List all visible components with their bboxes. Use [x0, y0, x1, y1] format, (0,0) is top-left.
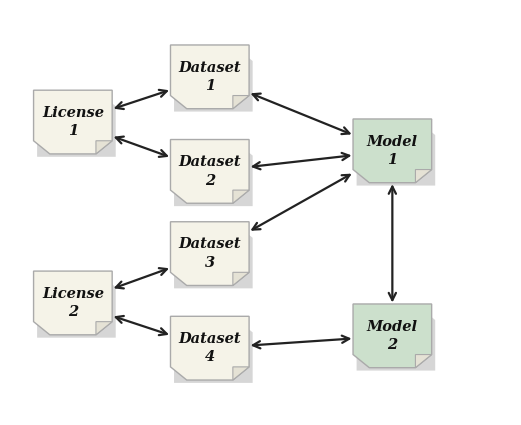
Polygon shape [233, 96, 249, 109]
Polygon shape [170, 45, 249, 109]
Polygon shape [170, 139, 249, 203]
Text: Model
1: Model 1 [367, 135, 418, 167]
Text: Dataset
4: Dataset 4 [179, 332, 241, 364]
Polygon shape [37, 93, 116, 157]
Polygon shape [33, 90, 112, 154]
Text: License
1: License 1 [42, 106, 104, 138]
Polygon shape [353, 119, 432, 183]
Polygon shape [233, 190, 249, 203]
Polygon shape [96, 141, 112, 154]
Polygon shape [233, 367, 249, 380]
Polygon shape [96, 322, 112, 335]
Polygon shape [170, 222, 249, 286]
Polygon shape [233, 272, 249, 286]
Text: Dataset
2: Dataset 2 [179, 155, 241, 187]
Polygon shape [174, 48, 253, 112]
Polygon shape [356, 307, 435, 371]
Polygon shape [174, 319, 253, 383]
Polygon shape [170, 316, 249, 380]
Polygon shape [33, 271, 112, 335]
Polygon shape [37, 274, 116, 338]
Polygon shape [353, 304, 432, 368]
Polygon shape [174, 225, 253, 288]
Polygon shape [356, 122, 435, 186]
Polygon shape [415, 354, 432, 368]
Text: Dataset
3: Dataset 3 [179, 238, 241, 270]
Text: License
2: License 2 [42, 287, 104, 319]
Text: Dataset
1: Dataset 1 [179, 61, 241, 93]
Text: Model
2: Model 2 [367, 320, 418, 352]
Polygon shape [174, 142, 253, 206]
Polygon shape [415, 170, 432, 183]
